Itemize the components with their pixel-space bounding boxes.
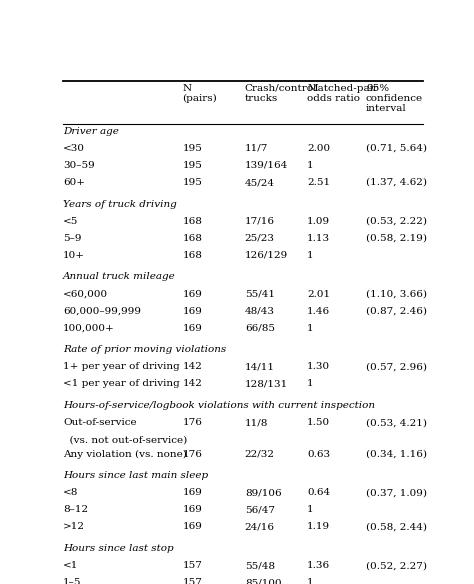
Text: 45/24: 45/24: [245, 178, 275, 187]
Text: 0.63: 0.63: [307, 450, 330, 458]
Text: 56/47: 56/47: [245, 505, 275, 515]
Text: Matched-pair
odds ratio: Matched-pair odds ratio: [307, 84, 378, 103]
Text: 1.46: 1.46: [307, 307, 330, 315]
Text: Hours-of-service/logbook violations with current inspection: Hours-of-service/logbook violations with…: [63, 401, 375, 410]
Text: 176: 176: [182, 450, 202, 458]
Text: 55/48: 55/48: [245, 561, 275, 570]
Text: <1 per year of driving: <1 per year of driving: [63, 380, 180, 388]
Text: 1+ per year of driving: 1+ per year of driving: [63, 363, 180, 371]
Text: 1.50: 1.50: [307, 418, 330, 427]
Text: 1: 1: [307, 251, 314, 260]
Text: 89/106: 89/106: [245, 488, 282, 498]
Text: (0.71, 5.64): (0.71, 5.64): [366, 144, 427, 153]
Text: 169: 169: [182, 523, 202, 531]
Text: 128/131: 128/131: [245, 380, 288, 388]
Text: (0.58, 2.19): (0.58, 2.19): [366, 234, 427, 243]
Text: 176: 176: [182, 418, 202, 427]
Text: 139/164: 139/164: [245, 161, 288, 170]
Text: 126/129: 126/129: [245, 251, 288, 260]
Text: Rate of prior moving violations: Rate of prior moving violations: [63, 345, 226, 354]
Text: 60+: 60+: [63, 178, 85, 187]
Text: 168: 168: [182, 234, 202, 243]
Text: 169: 169: [182, 488, 202, 498]
Text: 22/32: 22/32: [245, 450, 275, 458]
Text: 14/11: 14/11: [245, 363, 275, 371]
Text: 95%
confidence
interval: 95% confidence interval: [366, 84, 423, 113]
Text: 5–9: 5–9: [63, 234, 82, 243]
Text: (0.53, 2.22): (0.53, 2.22): [366, 217, 427, 225]
Text: Driver age: Driver age: [63, 127, 119, 135]
Text: Hours since last main sleep: Hours since last main sleep: [63, 471, 208, 480]
Text: (0.53, 4.21): (0.53, 4.21): [366, 418, 427, 427]
Text: Out-of-service: Out-of-service: [63, 418, 137, 427]
Text: 66/85: 66/85: [245, 324, 275, 333]
Text: 8–12: 8–12: [63, 505, 88, 515]
Text: (vs. not out-of-service): (vs. not out-of-service): [63, 435, 187, 444]
Text: 24/16: 24/16: [245, 523, 275, 531]
Text: 48/43: 48/43: [245, 307, 275, 315]
Text: <5: <5: [63, 217, 78, 225]
Text: 1.09: 1.09: [307, 217, 330, 225]
Text: 142: 142: [182, 363, 202, 371]
Text: 157: 157: [182, 578, 202, 584]
Text: 195: 195: [182, 144, 202, 153]
Text: 168: 168: [182, 251, 202, 260]
Text: 1: 1: [307, 380, 314, 388]
Text: 1: 1: [307, 578, 314, 584]
Text: 1.13: 1.13: [307, 234, 330, 243]
Text: 0.64: 0.64: [307, 488, 330, 498]
Text: 2.01: 2.01: [307, 290, 330, 298]
Text: (0.52, 2.27): (0.52, 2.27): [366, 561, 427, 570]
Text: Crash/control
trucks: Crash/control trucks: [245, 84, 317, 103]
Text: 157: 157: [182, 561, 202, 570]
Text: 60,000–99,999: 60,000–99,999: [63, 307, 141, 315]
Text: <30: <30: [63, 144, 85, 153]
Text: 100,000+: 100,000+: [63, 324, 115, 333]
Text: 1: 1: [307, 161, 314, 170]
Text: 25/23: 25/23: [245, 234, 275, 243]
Text: Hours since last stop: Hours since last stop: [63, 544, 173, 553]
Text: 1: 1: [307, 505, 314, 515]
Text: 169: 169: [182, 324, 202, 333]
Text: 169: 169: [182, 505, 202, 515]
Text: (0.34, 1.16): (0.34, 1.16): [366, 450, 427, 458]
Text: (0.87, 2.46): (0.87, 2.46): [366, 307, 427, 315]
Text: (0.57, 2.96): (0.57, 2.96): [366, 363, 427, 371]
Text: 17/16: 17/16: [245, 217, 275, 225]
Text: (0.37, 1.09): (0.37, 1.09): [366, 488, 427, 498]
Text: 1–5: 1–5: [63, 578, 82, 584]
Text: 11/8: 11/8: [245, 418, 268, 427]
Text: 2.51: 2.51: [307, 178, 330, 187]
Text: Any violation (vs. none): Any violation (vs. none): [63, 450, 187, 459]
Text: 1: 1: [307, 324, 314, 333]
Text: <8: <8: [63, 488, 78, 498]
Text: >12: >12: [63, 523, 85, 531]
Text: 195: 195: [182, 161, 202, 170]
Text: 55/41: 55/41: [245, 290, 275, 298]
Text: 11/7: 11/7: [245, 144, 268, 153]
Text: 85/100: 85/100: [245, 578, 282, 584]
Text: 1.19: 1.19: [307, 523, 330, 531]
Text: 142: 142: [182, 380, 202, 388]
Text: N
(pairs): N (pairs): [182, 84, 217, 103]
Text: Years of truck driving: Years of truck driving: [63, 200, 177, 208]
Text: 169: 169: [182, 290, 202, 298]
Text: 2.00: 2.00: [307, 144, 330, 153]
Text: 169: 169: [182, 307, 202, 315]
Text: <60,000: <60,000: [63, 290, 108, 298]
Text: (0.58, 2.44): (0.58, 2.44): [366, 523, 427, 531]
Text: <1: <1: [63, 561, 78, 570]
Text: 168: 168: [182, 217, 202, 225]
Text: 30–59: 30–59: [63, 161, 95, 170]
Text: 195: 195: [182, 178, 202, 187]
Text: (1.10, 3.66): (1.10, 3.66): [366, 290, 427, 298]
Text: 1.30: 1.30: [307, 363, 330, 371]
Text: 1.36: 1.36: [307, 561, 330, 570]
Text: (1.37, 4.62): (1.37, 4.62): [366, 178, 427, 187]
Text: Annual truck mileage: Annual truck mileage: [63, 273, 176, 281]
Text: 10+: 10+: [63, 251, 85, 260]
